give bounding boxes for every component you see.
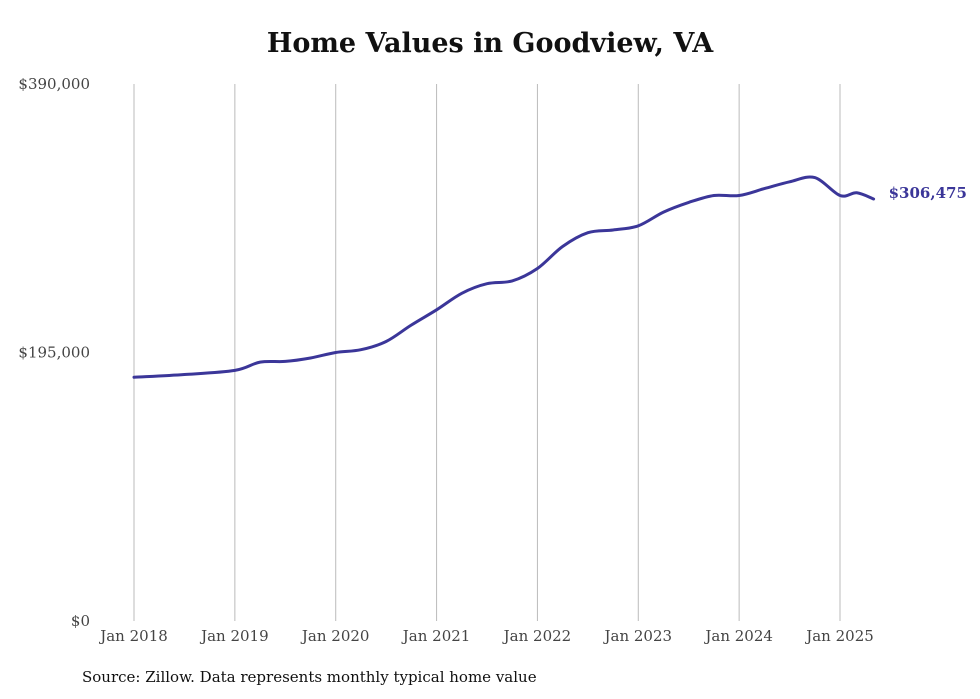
series-end-label: $306,475 xyxy=(889,184,967,202)
y-tick-label: $390,000 xyxy=(18,75,90,93)
x-tick-label: Jan 2022 xyxy=(502,627,572,645)
y-tick-label: $0 xyxy=(71,612,90,630)
line-chart: Jan 2018 Jan 2019 Jan 2020 Jan 2021 Jan 2022… xyxy=(18,75,967,645)
chart-title: Home Values in Goodview, VA xyxy=(266,28,714,59)
x-tick-label: Jan 2021 xyxy=(401,627,471,645)
x-tick-label: Jan 2019 xyxy=(199,627,269,645)
x-tick-label: Jan 2024 xyxy=(703,627,773,645)
x-tick-label: Jan 2025 xyxy=(804,627,874,645)
x-tick-label: Jan 2023 xyxy=(603,627,673,645)
source-note: Source: Zillow. Data represents monthly … xyxy=(82,668,537,686)
y-tick-label: $195,000 xyxy=(18,344,90,362)
x-tick-label: Jan 2020 xyxy=(300,627,370,645)
x-tick-label: Jan 2018 xyxy=(98,627,168,645)
series-line xyxy=(132,175,876,379)
